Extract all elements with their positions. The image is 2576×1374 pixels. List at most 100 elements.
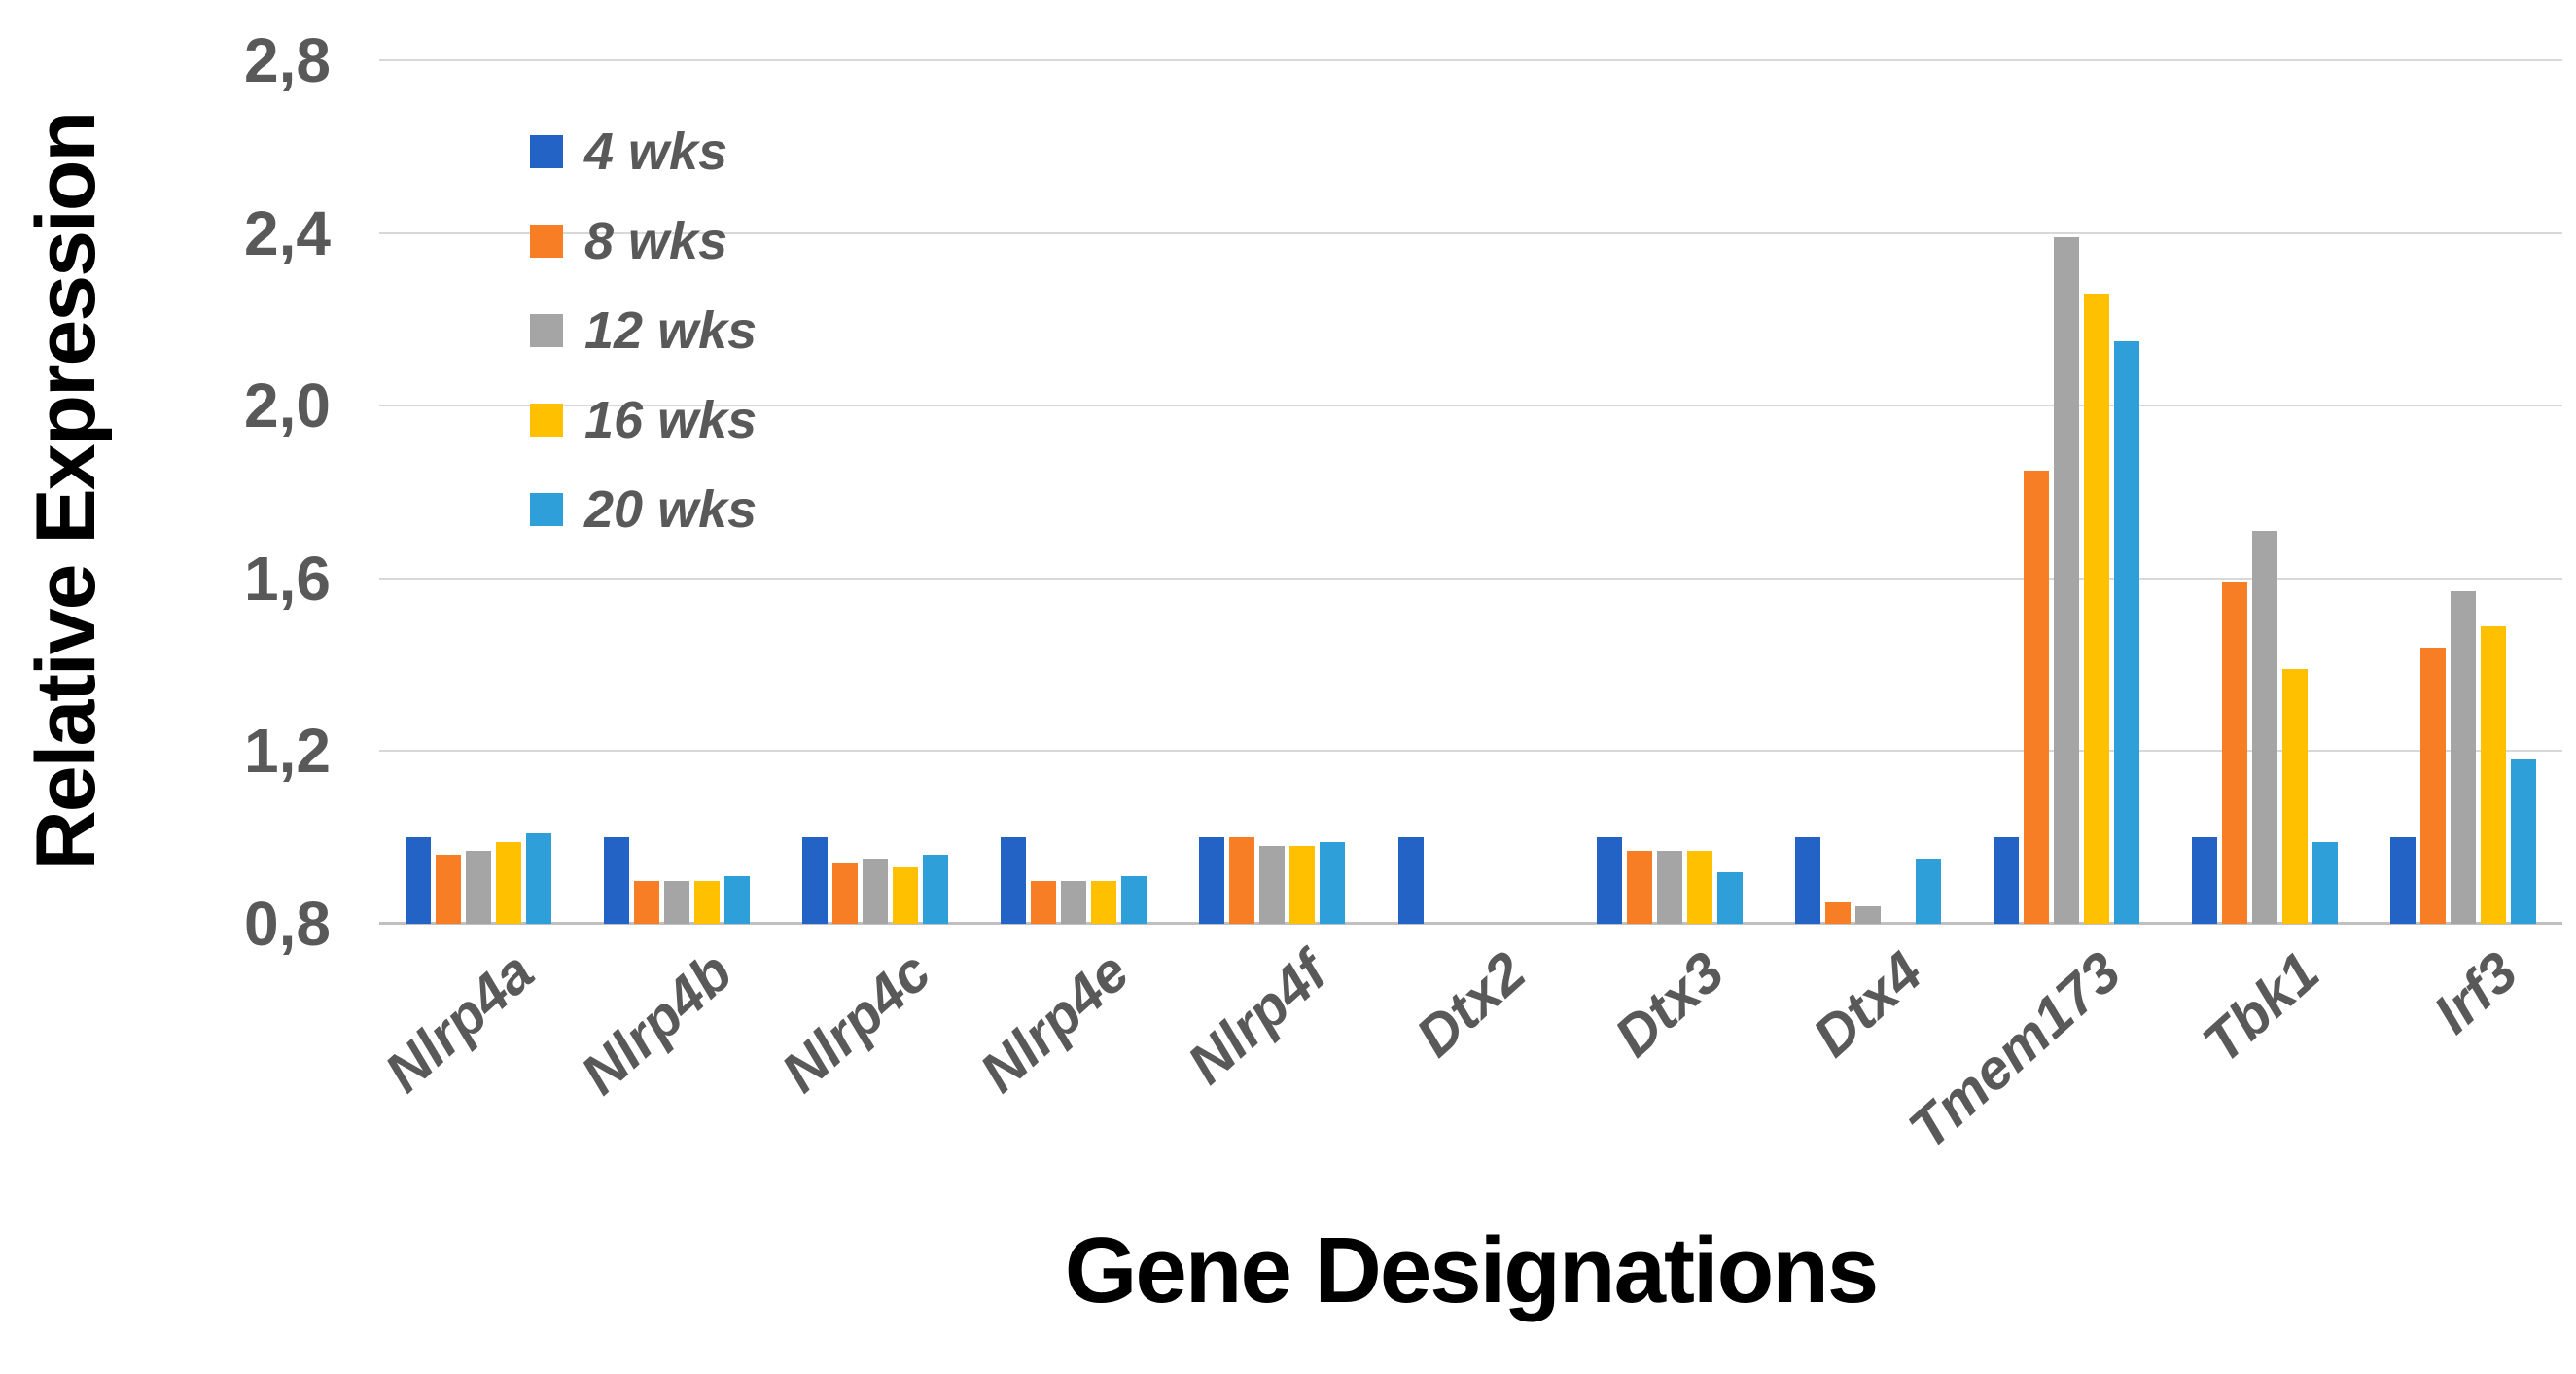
category-group-Dtx3: [1570, 60, 1769, 924]
x-tick-anchor: Dtx2: [1404, 939, 1617, 1069]
y-tick-label: 0,8: [244, 889, 331, 959]
x-tick-label-Dtx3: Dtx3: [1603, 939, 1737, 1070]
legend: 4 wks 8 wks 12 wks 16 wks 20 wks: [530, 123, 758, 572]
bar-slot: [2419, 60, 2446, 924]
y-tick-label: 2,0: [244, 370, 331, 441]
bar-12wks-Dtx3: [1656, 850, 1682, 924]
bar-slot: [2281, 60, 2308, 924]
bar-slot: [1229, 60, 1255, 924]
bar-16wks-Tbk1: [2281, 669, 2308, 924]
bar-slot: [1716, 60, 1743, 924]
bar-4wks-Dtx4: [1794, 837, 1820, 924]
bar-slot: [2053, 60, 2079, 924]
bar-slot: [893, 60, 919, 924]
bar-slot: [1091, 60, 1117, 924]
bar-8wks-Nlrp4c: [832, 863, 859, 924]
bar-slot: [664, 60, 690, 924]
bar-20wks-Nlrp4c: [923, 854, 949, 924]
y-tick-label: 2,8: [244, 25, 331, 95]
bar-slot: [1656, 60, 1682, 924]
bar-slot: [1429, 60, 1454, 924]
x-tick-label-Dtx4: Dtx4: [1801, 939, 1935, 1070]
bar-12wks-Dtx4: [1854, 906, 1881, 924]
bar-slot: [1199, 60, 1225, 924]
x-tick-anchor: Tbk1: [2191, 939, 2419, 1075]
bar-8wks-Tmem173: [2023, 470, 2049, 924]
bar-20wks-Tbk1: [2311, 841, 2338, 924]
legend-item-12wks: 12 wks: [530, 301, 757, 360]
bar-slot: [1289, 60, 1316, 924]
bar-slot: [923, 60, 949, 924]
bar-4wks-Nlrp4c: [802, 837, 829, 924]
bar-4wks-Nlrp4b: [604, 837, 630, 924]
bar-slot: [2510, 60, 2536, 924]
bar-groups: [379, 60, 2562, 924]
legend-swatch-icon: [530, 404, 563, 437]
bar-12wks-Nlrp4a: [466, 850, 492, 924]
bar-12wks-Nlrp4b: [664, 880, 690, 924]
bar-8wks-Tbk1: [2221, 582, 2247, 924]
bar-12wks-Nlrp4f: [1259, 846, 1286, 924]
bar-8wks-Irf3: [2419, 647, 2446, 924]
bar-slot: [2450, 60, 2476, 924]
bar-8wks-Nlrp4f: [1229, 837, 1255, 924]
legend-label: 8 wks: [584, 212, 728, 270]
bar-16wks-Nlrp4c: [893, 867, 919, 924]
x-axis-title: Gene Designations: [1064, 1218, 1880, 1322]
bar-slot: [724, 60, 751, 924]
bar-20wks-Nlrp4b: [724, 876, 751, 924]
category-group-Nlrp4b: [578, 60, 776, 924]
x-tick-label-Irf3: Irf3: [2422, 939, 2530, 1046]
bar-slot: [2191, 60, 2217, 924]
legend-label: 20 wks: [584, 480, 758, 539]
y-tick-label: 2,4: [244, 197, 331, 268]
bar-slot: [2389, 60, 2416, 924]
bar-slot: [466, 60, 492, 924]
category-group-Dtx2: [1371, 60, 1570, 924]
bar-12wks-Tmem173: [2053, 237, 2079, 924]
bar-slot: [1854, 60, 1881, 924]
bar-slot: [496, 60, 522, 924]
category-group-Tbk1: [2166, 60, 2364, 924]
category-group-Irf3: [2364, 60, 2562, 924]
x-tick-anchor: Irf3: [2422, 939, 2574, 1046]
bar-4wks-Irf3: [2389, 837, 2416, 924]
bar-16wks-Nlrp4a: [496, 841, 522, 924]
bar-4wks-Dtx3: [1596, 837, 1622, 924]
bar-slot: [526, 60, 552, 924]
category-group-Tmem173: [1967, 60, 2166, 924]
bar-slot: [1001, 60, 1027, 924]
bar-4wks-Dtx2: [1397, 837, 1424, 924]
y-tick-label: 1,6: [244, 543, 331, 614]
bar-slot: [1686, 60, 1712, 924]
gridline: [379, 405, 2562, 407]
bar-8wks-Nlrp4e: [1031, 880, 1057, 924]
bar-slot: [1121, 60, 1147, 924]
legend-swatch-icon: [530, 493, 563, 526]
bar-8wks-Nlrp4a: [436, 854, 462, 924]
x-tick-label-Nlrp4a: Nlrp4a: [372, 939, 546, 1105]
bar-8wks-Dtx3: [1626, 850, 1652, 924]
bar-slot: [1626, 60, 1652, 924]
bar-20wks-Dtx4: [1915, 859, 1941, 924]
bar-slot: [1886, 60, 1911, 924]
bar-slot: [634, 60, 660, 924]
legend-label: 4 wks: [584, 123, 728, 181]
bar-slot: [2023, 60, 2049, 924]
bar-slot: [2311, 60, 2338, 924]
category-group-Nlrp4e: [974, 60, 1173, 924]
y-axis-tick-labels: 0,8 1,2 1,6 2,0 2,4 2,8: [0, 25, 331, 959]
x-tick-anchor: Dtx3: [1603, 939, 1816, 1069]
bar-slot: [1397, 60, 1424, 924]
bar-slot: [1031, 60, 1057, 924]
plot-area: [379, 59, 2562, 925]
bar-12wks-Irf3: [2450, 591, 2476, 924]
bar-12wks-Tbk1: [2251, 530, 2277, 924]
x-tick-anchor: Dtx4: [1801, 939, 2014, 1069]
bar-20wks-Irf3: [2510, 759, 2536, 924]
bar-4wks-Tmem173: [1993, 837, 2019, 924]
bar-8wks-Dtx4: [1824, 901, 1851, 924]
bar-slot: [2480, 60, 2506, 924]
bar-slot: [1519, 60, 1544, 924]
